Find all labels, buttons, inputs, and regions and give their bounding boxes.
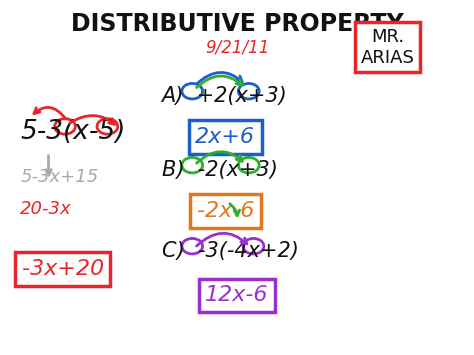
Text: -3x+20: -3x+20	[22, 259, 104, 279]
Text: 5-3x+15: 5-3x+15	[20, 169, 99, 186]
Text: MR.
ARIAS: MR. ARIAS	[361, 28, 415, 67]
Text: 12x-6: 12x-6	[205, 285, 269, 306]
Text: 9/21/11: 9/21/11	[205, 38, 269, 56]
Text: DISTRIBUTIVE PROPERTY: DISTRIBUTIVE PROPERTY	[71, 12, 403, 36]
Text: 20-3x: 20-3x	[20, 200, 72, 218]
Text: 2x+6: 2x+6	[195, 127, 255, 147]
Text: B)  -2(x+3): B) -2(x+3)	[162, 160, 277, 180]
Text: -2x-6: -2x-6	[197, 201, 254, 221]
Text: C)  -3(-4x+2): C) -3(-4x+2)	[162, 241, 299, 262]
Text: 5-3(x-5): 5-3(x-5)	[20, 119, 126, 145]
Text: A)  +2(x+3): A) +2(x+3)	[162, 87, 287, 106]
